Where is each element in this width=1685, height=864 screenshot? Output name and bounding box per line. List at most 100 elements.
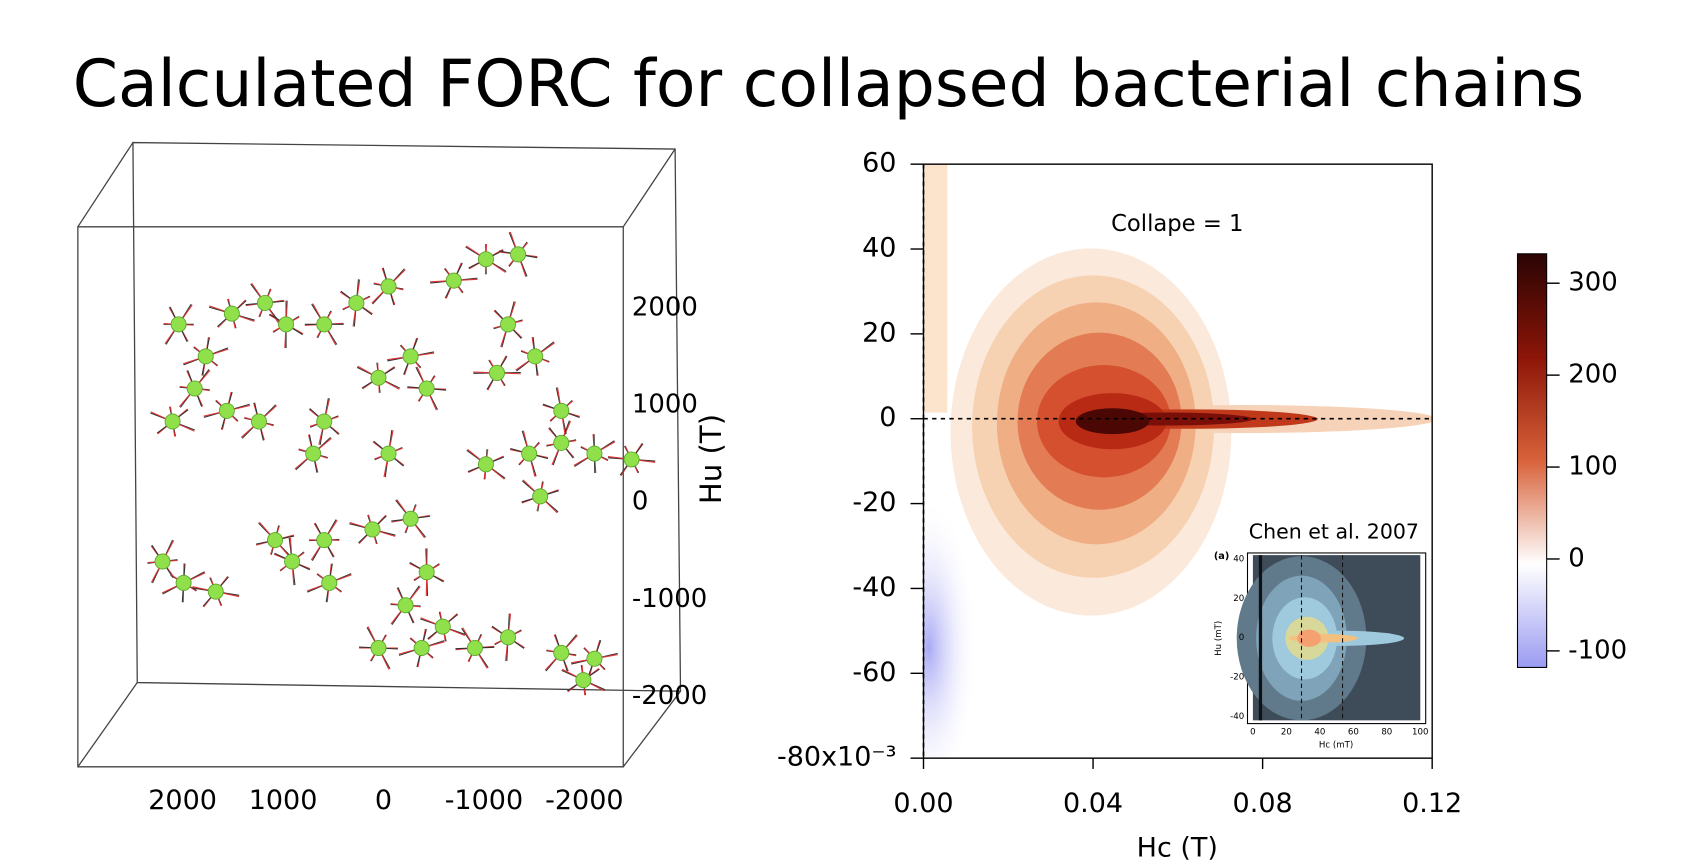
z-tick-label: 2000: [632, 292, 698, 322]
sphere: [527, 348, 544, 365]
sphere: [348, 294, 365, 311]
x-tick-label: 1000: [249, 785, 318, 816]
sphere: [553, 644, 570, 661]
inset-x-tick-label: 60: [1348, 728, 1359, 738]
sphere: [218, 402, 235, 419]
sphere: [316, 532, 333, 549]
inset-y-label: Hu (mT): [1214, 621, 1224, 656]
z-axis-label: Hu (T): [694, 414, 728, 504]
x-tick-label: -2000: [545, 785, 623, 816]
sphere: [553, 434, 570, 451]
y-tick-label: -80x10⁻³: [777, 742, 897, 773]
sphere: [500, 316, 517, 333]
inset-panel-label: (a): [1214, 551, 1229, 562]
inset-x-tick-label: 100: [1412, 728, 1428, 738]
forc-plot: 0.00 0.04 0.08 0.126040200-20-40-60-80x10⁻³…: [777, 148, 1627, 864]
sphere: [434, 618, 451, 635]
inset-y-tick-label: 40: [1233, 555, 1244, 565]
x-tick-label: 2000: [148, 785, 217, 816]
colorbar-tick-label: -100: [1568, 635, 1627, 665]
inset-y-tick-label: 0: [1239, 633, 1245, 643]
colorbar: [1516, 253, 1548, 668]
sphere: [402, 510, 419, 527]
sphere: [413, 640, 430, 656]
colorbar-tick-label: 200: [1568, 360, 1617, 390]
sphere: [278, 316, 295, 333]
slide-title: Calculated FORC for collapsed bacterial …: [73, 47, 1584, 122]
y-tick-label: 40: [862, 233, 896, 264]
sphere: [284, 553, 301, 570]
x-tick-label: 0: [375, 785, 392, 816]
sphere: [364, 521, 381, 538]
sphere: [250, 413, 267, 430]
y-tick-label: -40: [852, 572, 896, 603]
z-tick-label: 0: [632, 487, 648, 517]
sphere: [418, 380, 435, 397]
inset-y-tick-label: -40: [1230, 712, 1244, 722]
z-tick-label: -1000: [632, 584, 707, 614]
plot-frame: [922, 163, 1433, 759]
y-tick-label: 0: [879, 402, 896, 433]
sphere: [553, 402, 570, 419]
sphere: [586, 650, 603, 667]
sphere: [477, 251, 494, 268]
z-tick-label: -2000: [632, 681, 707, 711]
sphere: [586, 445, 603, 462]
x-tick-label: 0.08: [1233, 788, 1293, 819]
colorbar-tick-label: 0: [1568, 543, 1584, 573]
sphere: [380, 445, 397, 462]
x-tick-label: 0.12: [1402, 788, 1462, 819]
sphere: [305, 445, 322, 462]
z-tick-label: 1000: [632, 390, 698, 420]
sphere: [397, 597, 414, 614]
x-tick-label: 0.00: [893, 788, 953, 819]
colorbar-tick-label: 100: [1568, 452, 1617, 482]
sphere: [316, 413, 333, 430]
sphere: [575, 672, 592, 689]
sphere: [623, 451, 640, 468]
y-tick-label: -60: [852, 657, 896, 688]
sphere: [321, 574, 338, 591]
sphere: [170, 316, 187, 333]
inset-x-label: Hc (mT): [1319, 741, 1353, 751]
sphere: [489, 364, 505, 381]
sphere: [267, 532, 284, 549]
y-tick-label: 60: [862, 148, 896, 179]
sphere: [466, 640, 483, 656]
sphere: [521, 445, 538, 462]
sphere: [175, 574, 192, 591]
sphere: [197, 348, 214, 365]
x-tick-label: 0.04: [1063, 788, 1123, 819]
sphere: [380, 278, 397, 295]
colorbar-tick-label: 300: [1568, 268, 1617, 298]
y-tick-label: -20: [852, 487, 896, 518]
sphere: [256, 294, 273, 311]
sphere: [223, 305, 240, 322]
sphere: [532, 488, 549, 505]
x-tick-label: -1000: [445, 785, 523, 816]
inset-y-tick-label: -20: [1230, 673, 1244, 683]
inset-x-tick-label: 0: [1250, 728, 1256, 738]
sphere: [207, 583, 224, 600]
sphere: [370, 640, 387, 656]
sphere: [186, 380, 203, 397]
box-3d: [77, 141, 682, 768]
x-axis-label: Hc (T): [1137, 832, 1218, 863]
inset-x-tick-label: 40: [1314, 728, 1325, 738]
density: [923, 164, 1433, 759]
sphere: [510, 246, 527, 263]
sphere: [418, 564, 435, 581]
sphere: [164, 413, 181, 430]
sphere: [316, 316, 333, 333]
sphere: [445, 272, 462, 289]
sphere: [370, 369, 387, 386]
inset-title: Chen et al. 2007: [1249, 519, 1419, 543]
sphere: [402, 348, 419, 365]
inset-x-tick-label: 80: [1381, 728, 1392, 738]
sphere: [477, 456, 494, 473]
inset-x-tick-label: 20: [1281, 728, 1292, 738]
sphere: [500, 629, 517, 646]
y-tick-label: 20: [862, 317, 896, 348]
scatter-3d: 2000 1000 0 -1000 -2000 2000 1000 0 -1000 -2000 Hu…: [147, 231, 728, 816]
